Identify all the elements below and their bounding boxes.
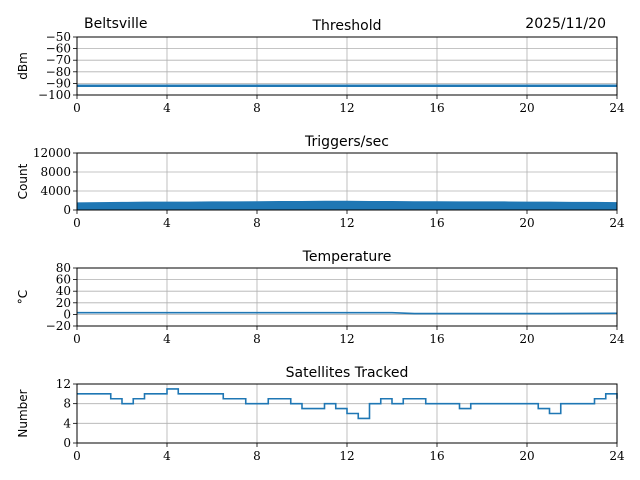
x-tick-label: 8 xyxy=(253,216,261,230)
x-tick-label: 4 xyxy=(163,449,171,463)
plot-frame xyxy=(76,36,618,96)
station-name: Beltsville xyxy=(84,16,147,32)
y-tick-label: 4000 xyxy=(40,184,71,198)
x-tick-label: 0 xyxy=(73,216,81,230)
x-tick-label: 24 xyxy=(609,216,625,230)
x-tick-label: 20 xyxy=(519,101,534,115)
x-tick-label: 16 xyxy=(429,449,444,463)
y-axis-label: Number xyxy=(16,389,30,437)
x-tick-label: 0 xyxy=(73,332,81,346)
y-tick-label: −70 xyxy=(46,53,71,67)
panel-3: Satellites Tracked Number 0 4 8 12 16 20 24 0 4 8 12 xyxy=(16,365,625,463)
x-tick-label: 16 xyxy=(429,101,444,115)
x-tick-label: 12 xyxy=(339,449,354,463)
x-tick-label: 8 xyxy=(253,101,261,115)
y-tick-label: −20 xyxy=(46,319,71,333)
x-tick-label: 8 xyxy=(253,449,261,463)
x-tick-label: 0 xyxy=(73,449,81,463)
x-tick-label: 20 xyxy=(519,449,534,463)
panel-title: Temperature xyxy=(302,249,392,265)
panel-title: Triggers/sec xyxy=(304,134,389,150)
x-tick-label: 4 xyxy=(163,332,171,346)
plot-frame xyxy=(76,152,618,211)
x-tick-label: 16 xyxy=(429,332,444,346)
x-tick-label: 12 xyxy=(339,101,354,115)
x-tick-label: 12 xyxy=(339,332,354,346)
y-tick-label: 0 xyxy=(63,307,71,321)
y-tick-label: 80 xyxy=(56,261,71,275)
y-tick-label: −100 xyxy=(38,88,71,102)
y-tick-label: 12 xyxy=(56,377,71,391)
x-tick-label: 16 xyxy=(429,216,444,230)
series-area xyxy=(76,200,618,211)
y-tick-label: 0 xyxy=(63,436,71,450)
x-tick-label: 24 xyxy=(609,332,625,346)
x-tick-label: 0 xyxy=(73,101,81,115)
y-axis-label: °C xyxy=(16,290,30,304)
y-tick-label: 40 xyxy=(56,284,71,298)
panel-0: Threshold dBm 0 4 8 12 16 20 24 −50−60−70−80−90−1… xyxy=(16,18,625,115)
plot-frame xyxy=(76,383,618,444)
date-label: 2025/11/20 xyxy=(525,16,606,32)
plot-frame xyxy=(76,267,618,327)
x-tick-label: 24 xyxy=(609,101,625,115)
y-tick-label: −50 xyxy=(46,30,71,44)
y-axis-label: dBm xyxy=(16,52,30,80)
y-tick-label: 20 xyxy=(56,296,71,310)
x-tick-label: 20 xyxy=(519,216,534,230)
x-tick-label: 20 xyxy=(519,332,534,346)
y-tick-label: −90 xyxy=(46,76,71,90)
series-line xyxy=(77,311,618,315)
y-tick-label: 8 xyxy=(63,397,71,411)
panel-1: Triggers/sec Count 0 4 8 12 16 20 24 0 4000 8000 120… xyxy=(16,134,625,230)
x-tick-label: 8 xyxy=(253,332,261,346)
y-tick-label: 12000 xyxy=(33,146,71,160)
panel-title: Threshold xyxy=(312,18,382,34)
y-tick-label: 4 xyxy=(63,416,71,430)
y-tick-label: 60 xyxy=(56,273,71,287)
x-tick-label: 12 xyxy=(339,216,354,230)
y-tick-label: 0 xyxy=(63,203,71,217)
x-tick-label: 24 xyxy=(609,449,625,463)
x-tick-label: 4 xyxy=(163,101,171,115)
y-axis-label: Count xyxy=(16,163,30,199)
y-tick-label: −80 xyxy=(46,65,71,79)
panel-title: Satellites Tracked xyxy=(286,365,409,381)
x-tick-label: 4 xyxy=(163,216,171,230)
y-tick-label: −60 xyxy=(46,42,71,56)
y-tick-label: 8000 xyxy=(40,165,71,179)
